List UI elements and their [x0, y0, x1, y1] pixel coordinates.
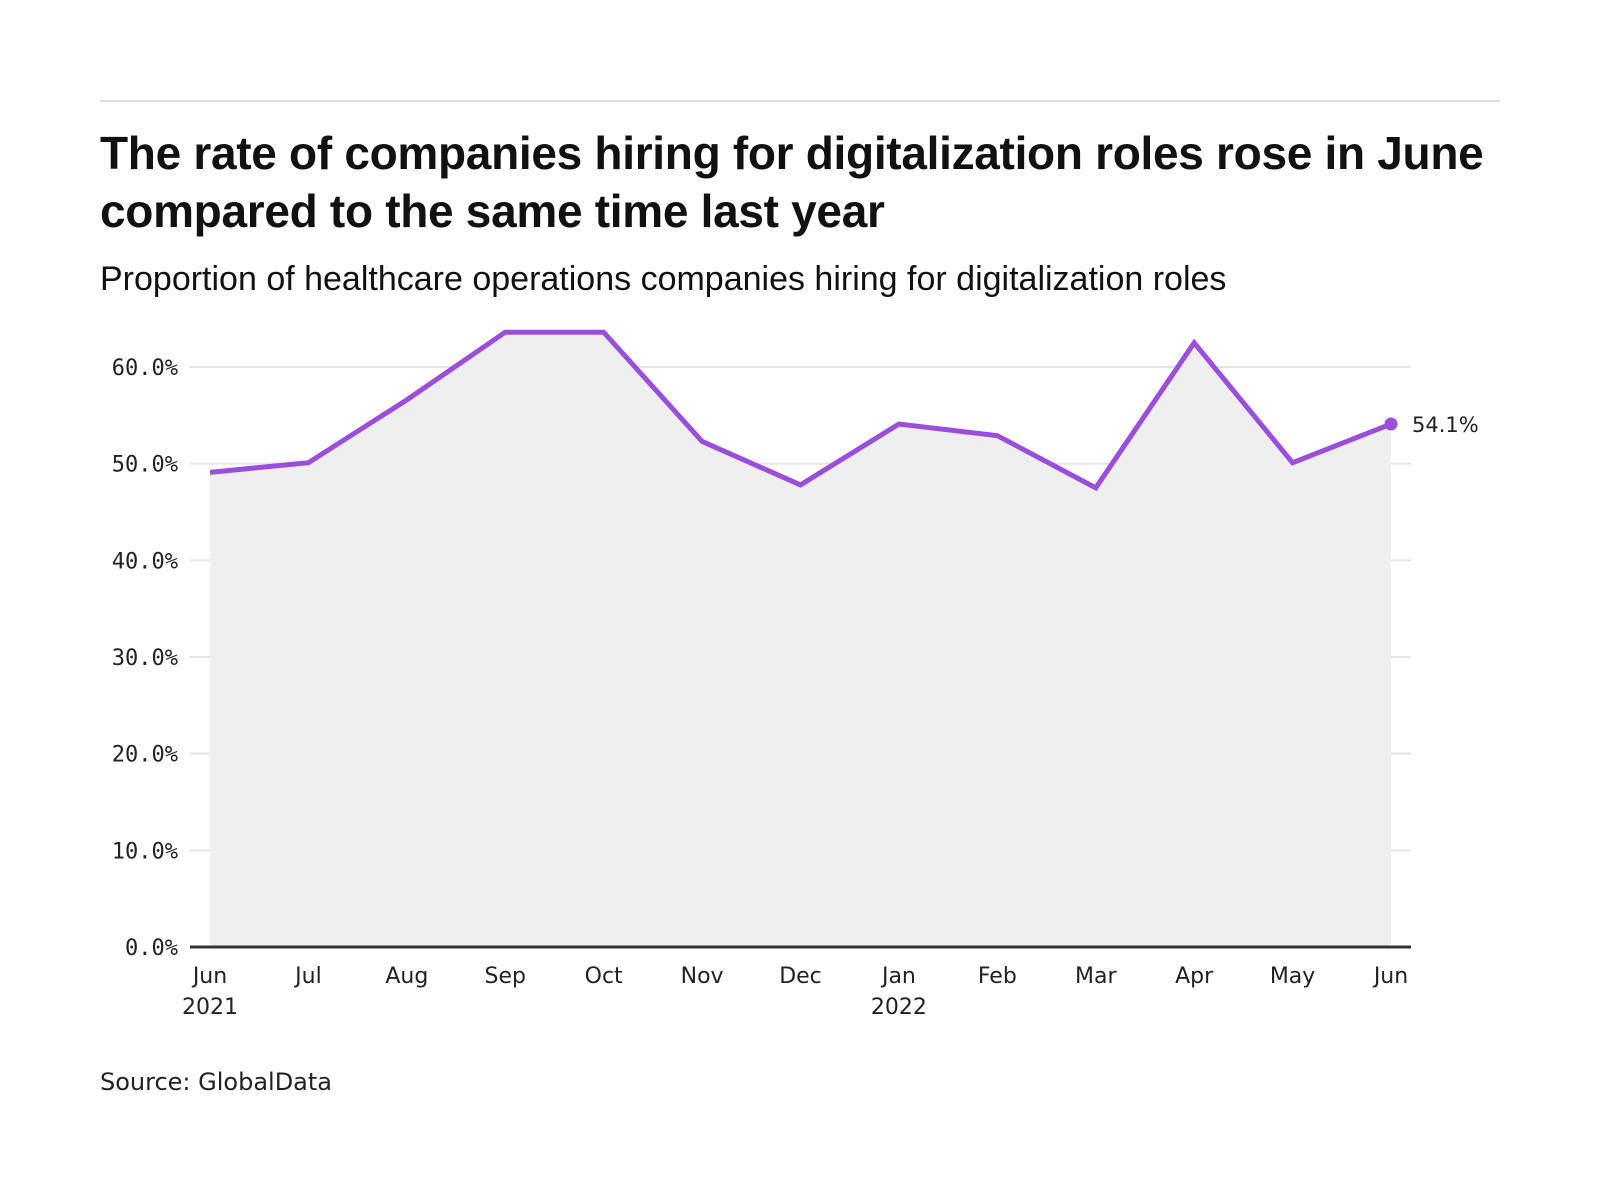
x-tick-label: Sep: [485, 964, 526, 989]
x-tick-label: May: [1270, 964, 1315, 989]
x-tick-label: Jan: [880, 964, 916, 989]
y-axis-ticks: 0.0% 10.0% 20.0% 30.0% 40.0% 50.0% 60.0%: [112, 356, 178, 961]
y-tick-label: 40.0%: [112, 549, 178, 574]
x-tick-year-label: 2021: [182, 995, 238, 1020]
x-tick-label: Nov: [681, 964, 724, 989]
chart-subtitle: Proportion of healthcare operations comp…: [100, 260, 1227, 298]
data-point: [1192, 340, 1197, 345]
x-tick-label: Feb: [978, 964, 1017, 989]
data-point: [306, 460, 311, 465]
x-tick-year-label: 2022: [871, 995, 927, 1020]
data-point: [798, 482, 803, 487]
y-tick-label: 20.0%: [112, 743, 178, 768]
data-point: [896, 422, 901, 427]
y-tick-label: 0.0%: [125, 936, 178, 961]
x-axis-ticks: Jun 2021 Jul Aug Sep Oct Nov Dec Jan 2022 Feb Mar Ap…: [182, 964, 1408, 1020]
x-tick-label: Jun: [1372, 964, 1408, 989]
x-tick-label: Jun: [191, 964, 227, 989]
end-value-label: 54.1%: [1412, 413, 1479, 437]
data-point: [404, 397, 409, 402]
source-note: Source: GlobalData: [100, 1068, 333, 1096]
x-tick-label: Aug: [385, 964, 428, 989]
end-point-marker: [1384, 417, 1398, 431]
top-divider: [100, 100, 1500, 102]
x-tick-label: Oct: [585, 964, 623, 989]
data-point: [503, 330, 508, 335]
data-point: [1093, 485, 1098, 490]
y-tick-label: 60.0%: [112, 356, 178, 381]
series-line: [209, 329, 1392, 492]
data-point: [1290, 460, 1295, 465]
x-tick-label: Dec: [779, 964, 822, 989]
x-tick-label: Mar: [1075, 964, 1117, 989]
y-tick-label: 10.0%: [112, 839, 178, 864]
data-point: [995, 433, 1000, 438]
area-fill: [210, 332, 1391, 947]
y-tick-label: 30.0%: [112, 646, 178, 671]
y-tick-label: 50.0%: [112, 453, 178, 478]
x-tick-label: Jul: [293, 964, 322, 989]
data-point: [208, 470, 213, 475]
x-tick-label: Apr: [1175, 964, 1214, 989]
data-point: [601, 330, 606, 335]
data-point: [700, 439, 705, 444]
chart-title: The rate of companies hiring for digital…: [100, 127, 1484, 237]
